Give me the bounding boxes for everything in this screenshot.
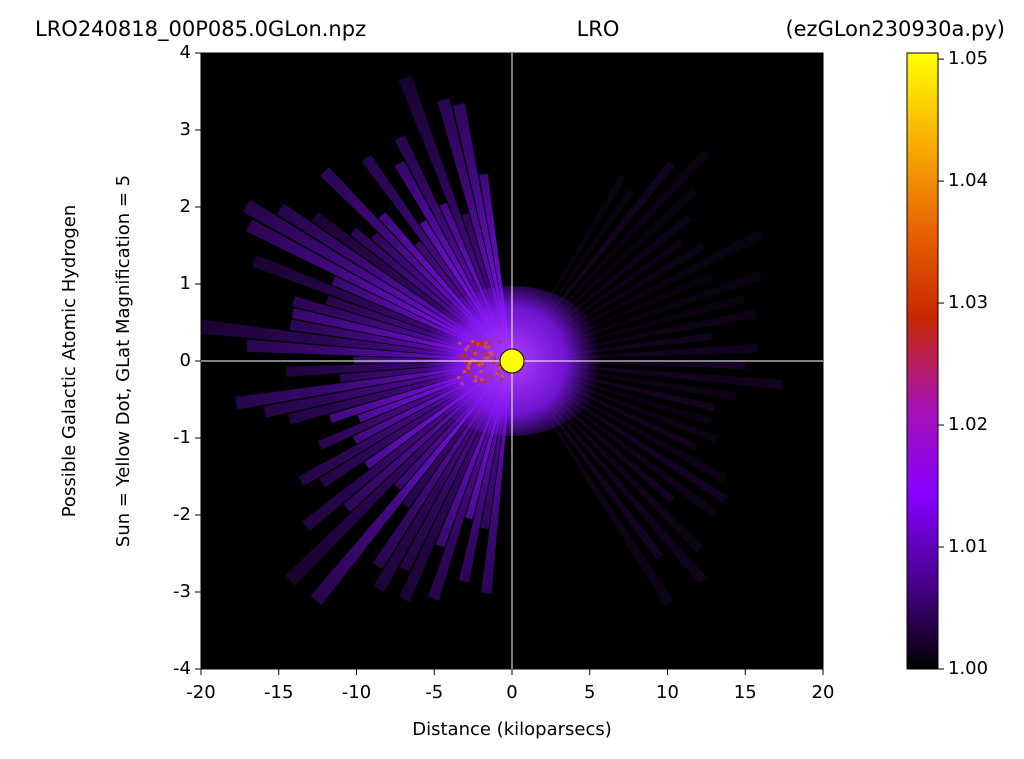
heatmap-speck — [464, 347, 468, 351]
colorbar — [906, 52, 939, 670]
heatmap-speck — [492, 361, 496, 365]
heatmap-speck — [482, 363, 486, 367]
heatmap-speck — [477, 363, 481, 367]
heatmap-speck — [484, 341, 488, 345]
heatmap-speck — [486, 356, 490, 360]
x-tick-label: -20 — [186, 682, 215, 703]
heatmap-speck — [467, 371, 471, 375]
heatmap-speck — [471, 343, 475, 347]
heatmap-speck — [468, 360, 472, 364]
heatmap-speck — [471, 374, 475, 378]
heatmap-speck — [463, 353, 467, 357]
heatmap-speck — [495, 372, 499, 376]
heatmap-speck — [467, 366, 471, 370]
y-tick-label: -2 — [173, 504, 191, 525]
colorbar-tick-label: 1.04 — [948, 170, 988, 191]
heatmap-speck — [479, 343, 483, 347]
heatmap-speck — [475, 361, 479, 365]
heatmap-speck — [462, 370, 466, 374]
heatmap-speck — [500, 377, 504, 381]
heatmap-speck — [483, 345, 487, 349]
heatmap-speck — [479, 369, 483, 373]
heatmap-speck — [500, 374, 504, 378]
heatmap-speck — [480, 380, 484, 384]
heatmap-speck — [498, 366, 502, 370]
title-right: (ezGLon230930a.py) — [785, 17, 1005, 41]
heatmap-speck — [466, 364, 470, 368]
heatmap-speck — [488, 339, 492, 343]
heatmap-speck — [485, 375, 489, 379]
heatmap-speck — [466, 344, 470, 348]
heatmap-speck — [470, 358, 474, 362]
title-center: LRO — [577, 17, 620, 41]
heatmap-speck — [483, 356, 487, 360]
heatmap — [201, 75, 784, 606]
x-tick-label: 5 — [584, 682, 595, 703]
y-tick-label: 4 — [180, 42, 191, 63]
heatmap-speck — [496, 370, 500, 374]
heatmap-speck — [476, 342, 480, 346]
heatmap-speck — [484, 343, 488, 347]
y-tick-label: -4 — [173, 658, 191, 679]
heatmap-speck — [484, 353, 488, 357]
x-tick-label: 10 — [656, 682, 679, 703]
x-tick-label: -10 — [342, 682, 371, 703]
colorbar-tick-label: 1.03 — [948, 292, 988, 313]
x-axis-label: Distance (kiloparsecs) — [412, 719, 612, 740]
heatmap-speck — [474, 340, 478, 344]
heatmap-speck — [460, 381, 464, 385]
x-tick-label: 20 — [812, 682, 835, 703]
heatmap-speck — [457, 376, 461, 380]
heatmap-speck — [465, 367, 469, 371]
heatmap-speck — [481, 341, 485, 345]
heatmap-speck — [471, 339, 475, 343]
heatmap-speck — [459, 354, 463, 358]
heatmap-speck — [474, 375, 478, 379]
y-tick-label: 3 — [180, 119, 191, 140]
y-tick-label: 0 — [180, 350, 191, 371]
x-tick-label: -15 — [264, 682, 293, 703]
heatmap-speck — [474, 379, 477, 383]
heatmap-speck — [488, 351, 492, 355]
x-tick-label: 0 — [506, 682, 517, 703]
x-tick-label: 15 — [734, 682, 757, 703]
y-tick-label: 2 — [180, 196, 191, 217]
y-tick-label: -1 — [173, 427, 191, 448]
heatmap-speck — [489, 376, 493, 380]
y-tick-label: 1 — [180, 273, 191, 294]
colorbar-tick-label: 1.01 — [948, 536, 988, 557]
y-tick-label: -3 — [173, 581, 191, 602]
colorbar-tick-label: 1.00 — [948, 658, 988, 679]
heatmap-speck — [480, 362, 484, 366]
heatmap-speck — [493, 357, 497, 361]
heatmap-speck — [464, 360, 468, 364]
title-left: LRO240818_00P085.0GLon.npz — [35, 17, 366, 42]
heatmap-speck — [472, 349, 476, 353]
y-axis-label-2: Sun = Yellow Dot, GLat Magnification = 5 — [113, 175, 134, 547]
heatmap-speck — [498, 339, 502, 343]
heatmap-speck — [481, 351, 485, 355]
heatmap-speck — [480, 378, 484, 382]
heatmap-speck — [497, 364, 501, 368]
x-tick-label: -5 — [425, 682, 443, 703]
heatmap-speck — [483, 381, 487, 385]
heatmap-speck — [486, 345, 490, 349]
y-axis-label: Possible Galactic Atomic Hydrogen — [59, 205, 80, 518]
sun-dot — [499, 348, 525, 374]
colorbar-tick-label: 1.05 — [948, 48, 988, 69]
heatmap-speck — [458, 341, 462, 345]
heatmap-speck — [473, 352, 477, 356]
colorbar-tick-label: 1.02 — [948, 414, 988, 435]
heatmap-speck — [461, 356, 465, 360]
